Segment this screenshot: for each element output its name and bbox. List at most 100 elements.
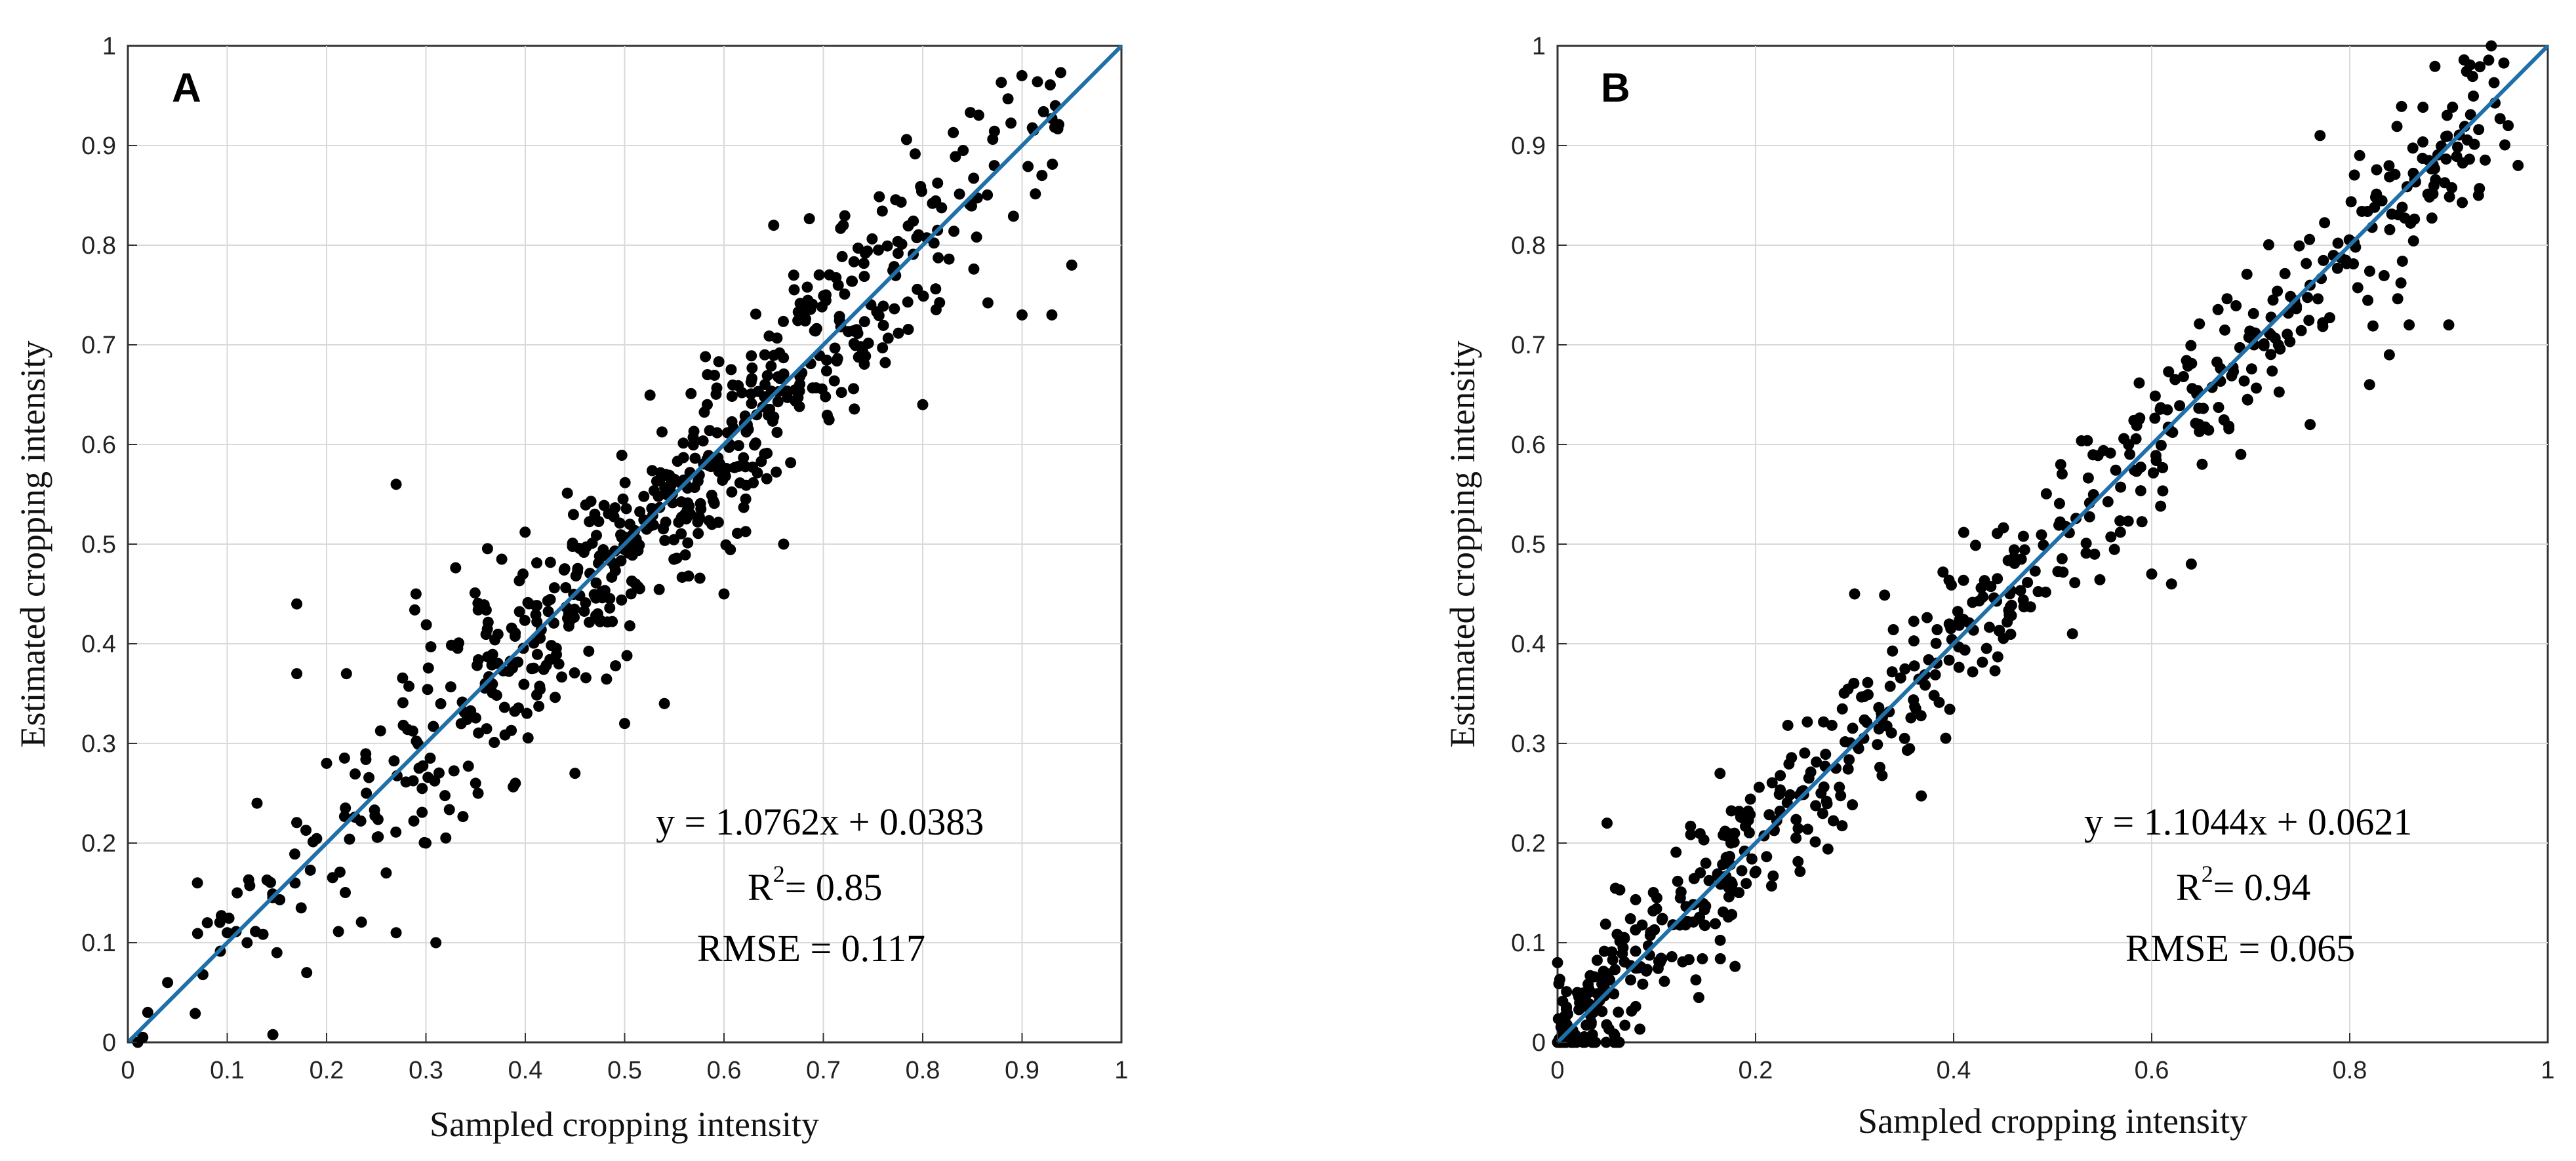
- panel-b-data-point: [1879, 589, 1891, 601]
- panel-a-data-point: [448, 765, 460, 777]
- panel-b-data-point: [1641, 964, 1653, 975]
- panel-a-data-point: [858, 258, 870, 269]
- panel-a-y-tick-label: 0.3: [81, 730, 116, 758]
- panel-a-data-point: [621, 650, 633, 661]
- panel-a-data-point: [519, 614, 531, 626]
- panel-a-data-point: [513, 606, 525, 618]
- panel-a-data-point: [616, 450, 628, 462]
- panel-a-data-point: [338, 811, 350, 823]
- panel-a-data-point: [748, 477, 759, 488]
- panel-b-data-point: [2040, 488, 2052, 500]
- panel-b-data-point: [2054, 516, 2066, 528]
- panel-b-data-point: [1557, 995, 1569, 1007]
- panel-a-data-point: [530, 600, 542, 612]
- panel-a-data-point: [1030, 188, 1041, 200]
- panel-b-data-point: [2348, 169, 2360, 181]
- panel-b-data-point: [2029, 565, 2041, 577]
- panel-a-data-point: [745, 388, 757, 400]
- panel-b-y-tick-label: 0.8: [1511, 232, 1546, 260]
- panel-a-data-point: [772, 371, 784, 383]
- panel-a-data-point: [486, 659, 498, 671]
- panel-a-data-point: [425, 641, 437, 653]
- panel-b-data-point: [1626, 1005, 1638, 1017]
- panel-b-y-tick-label: 0.5: [1511, 531, 1546, 559]
- panel-a-data-point: [820, 294, 832, 306]
- panel-a-data-point: [509, 630, 521, 642]
- panel-a-data-point: [677, 452, 689, 463]
- panel-a-data-point: [617, 493, 629, 505]
- panel-b-data-point: [1992, 573, 2003, 585]
- panel-b-r2-value: = 0.94: [2213, 866, 2311, 909]
- panel-b-data-point: [1596, 978, 1608, 990]
- panel-a-data-point: [534, 684, 546, 696]
- panel-b-data-point: [1899, 732, 1910, 744]
- panel-a-data-point: [1016, 69, 1028, 81]
- panel-a-data-point: [823, 414, 835, 425]
- panel-a-data-point: [809, 325, 820, 336]
- panel-a-data-point: [675, 512, 687, 524]
- panel-a-data-point: [1047, 159, 1058, 170]
- panel-b-data-point: [1586, 1036, 1598, 1048]
- panel-a-data-point: [624, 620, 635, 632]
- panel-a-data-point: [767, 415, 778, 427]
- panel-b-data-point: [2133, 377, 2145, 389]
- panel-b-data-point: [2458, 54, 2470, 66]
- panel-a-data-point: [934, 297, 946, 309]
- panel-b-data-point: [1718, 906, 1729, 918]
- panel-a-data-point: [701, 399, 713, 410]
- panel-b-data-point: [2354, 149, 2365, 161]
- panel-b-data-point: [2417, 153, 2428, 165]
- panel-a-x-tick-label: 0.6: [707, 1057, 742, 1084]
- panel-a-data-point: [569, 603, 580, 615]
- panel-a-data-point: [1016, 309, 1028, 321]
- panel-b-data-point: [2488, 77, 2500, 89]
- panel-b-data-point: [2124, 448, 2136, 460]
- panel-a-data-point: [740, 526, 752, 538]
- panel-a-data-point: [703, 515, 715, 526]
- panel-b-data-point: [2319, 217, 2331, 229]
- panel-b-data-point: [1905, 712, 1917, 724]
- panel-a-data-point: [589, 508, 601, 520]
- panel-b-data-point: [1801, 823, 1813, 835]
- panel-b-data-point: [1775, 770, 1786, 781]
- panel-b-y-tick-label: 0: [1532, 1029, 1546, 1057]
- panel-a-data-point: [872, 244, 884, 256]
- panel-b-data-point: [1908, 616, 1920, 627]
- panel-b-data-point: [2174, 400, 2186, 412]
- panel-b-x-tick-label: 0: [1550, 1057, 1564, 1084]
- panel-a-data-point: [214, 916, 226, 928]
- panel-a-data-point: [416, 806, 428, 818]
- panel-a-data-point: [1044, 79, 1056, 90]
- panel-a-data-point: [740, 493, 752, 505]
- panel-b-data-point: [1818, 781, 1830, 793]
- panel-a-data-point: [301, 967, 313, 979]
- panel-a-data-point: [866, 233, 878, 245]
- panel-b-data-point: [1694, 911, 1706, 923]
- panel-a-data-point: [746, 350, 757, 362]
- panel-b-data-point: [2263, 239, 2274, 250]
- panel-b-data-point: [2447, 101, 2459, 113]
- panel-a-data-point: [832, 279, 844, 291]
- panel-a-data-point: [726, 391, 738, 403]
- panel-b-data-point: [2396, 201, 2408, 213]
- panel-a-data-point: [380, 867, 392, 879]
- panel-b-rmse: RMSE = 0.065: [2125, 927, 2355, 970]
- panel-b-data-point: [2247, 307, 2259, 319]
- panel-a-data-point: [794, 385, 805, 397]
- panel-b-data-point: [1647, 905, 1659, 916]
- panel-a-data-point: [777, 315, 789, 327]
- panel-b-data-point: [2383, 160, 2395, 172]
- panel-b-data-point: [2444, 191, 2455, 203]
- panel-b-data-point: [2235, 448, 2247, 460]
- panel-a-data-point: [654, 467, 666, 479]
- panel-b-data-point: [1602, 968, 1614, 980]
- panel-a-data-point: [261, 874, 273, 886]
- panel-b-data-point: [1872, 739, 1883, 751]
- panel-b-data-point: [1792, 823, 1804, 835]
- panel-a-data-point: [892, 247, 904, 259]
- panel-a-data-point: [397, 672, 409, 684]
- panel-a-data-point: [550, 692, 561, 703]
- panel-a-data-point: [473, 727, 485, 739]
- panel-a-rmse: RMSE = 0.117: [697, 927, 925, 970]
- panel-a-data-point: [580, 597, 592, 609]
